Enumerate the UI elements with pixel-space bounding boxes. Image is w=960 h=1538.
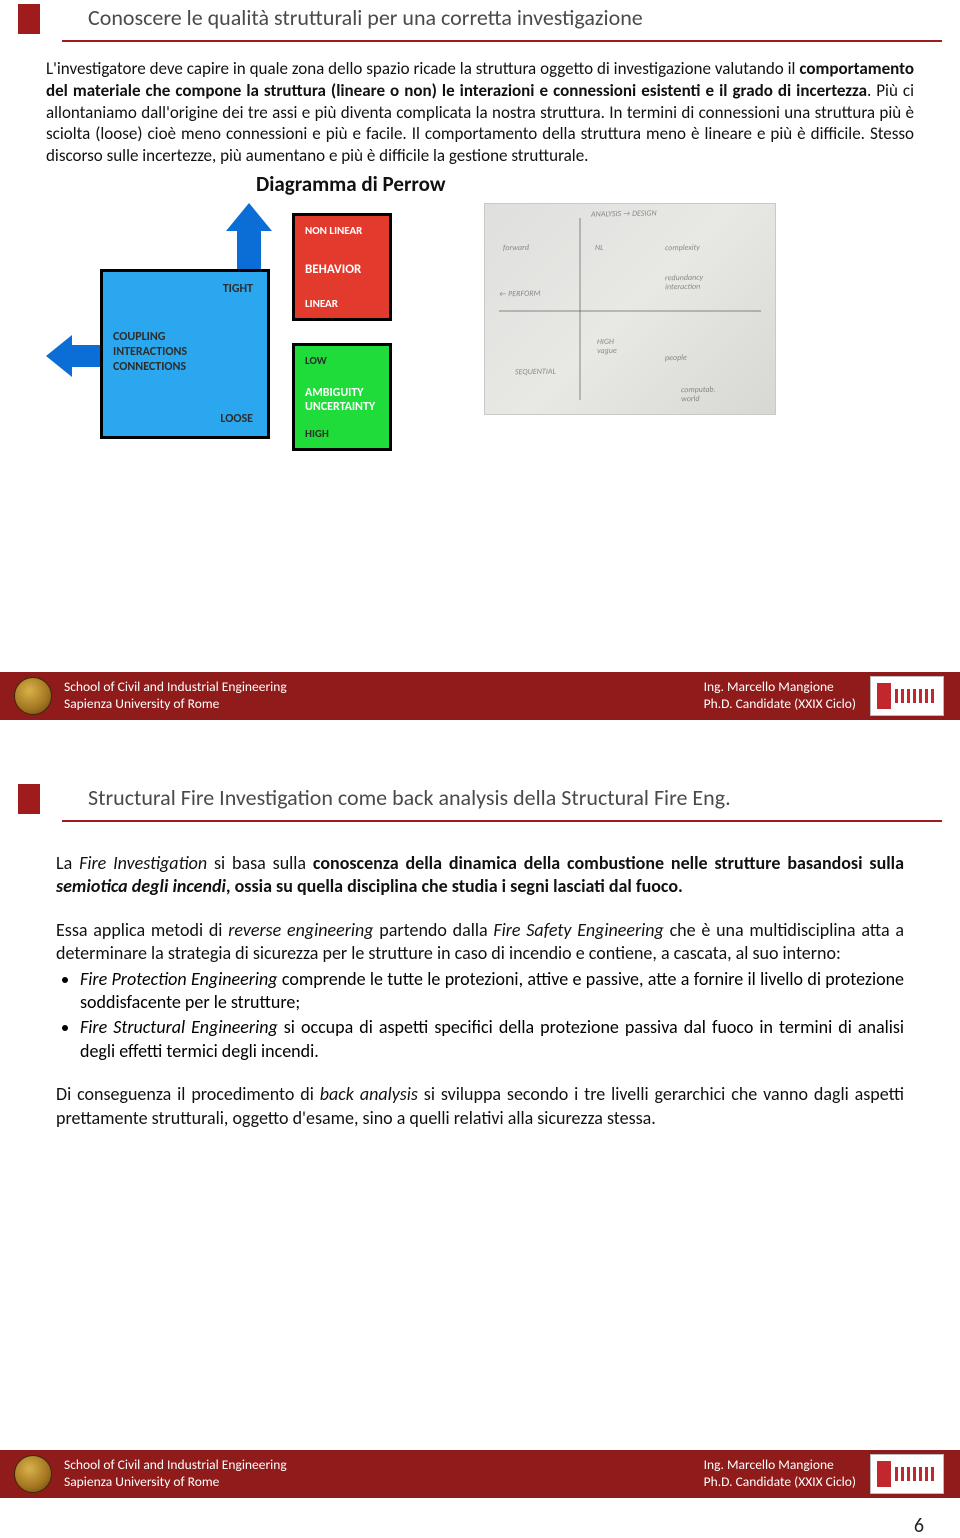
blue-loose: LOOSE bbox=[220, 412, 253, 426]
perrow-green-box: LOW AMBIGUITY UNCERTAINTY HIGH bbox=[292, 343, 392, 451]
slide2-p3: Di conseguenza il procedimento di back a… bbox=[56, 1083, 904, 1130]
red-nonlinear: NON LINEAR bbox=[305, 224, 362, 237]
perrow-diagram: TIGHT LOOSE COUPLING INTERACTIONS CONNEC… bbox=[46, 203, 466, 453]
page-number: 6 bbox=[914, 1514, 924, 1538]
green-mid: AMBIGUITY UNCERTAINTY bbox=[305, 386, 375, 415]
green-high: HIGH bbox=[305, 427, 329, 440]
slide2-p2: Essa applica metodi di reverse engineeri… bbox=[56, 919, 904, 966]
blue-tight: TIGHT bbox=[223, 282, 253, 296]
header-accent bbox=[18, 784, 40, 814]
whiteboard-sketch: ANALYSIS → DESIGN forward NL complexity … bbox=[484, 203, 776, 415]
slide1-title: Conoscere le qualità strutturali per una… bbox=[88, 4, 643, 31]
perrow-blue-box: TIGHT LOOSE COUPLING INTERACTIONS CONNEC… bbox=[100, 269, 270, 439]
arrow-up-icon bbox=[226, 203, 272, 273]
bullet-item: Fire Structural Engineering si occupa di… bbox=[80, 1016, 904, 1063]
footer-school: School of Civil and Industrial Engineeri… bbox=[64, 1457, 287, 1491]
slide2-content: La Fire Investigation si basa sulla cono… bbox=[0, 822, 960, 1130]
slide-2: Structural Fire Investigation come back … bbox=[0, 780, 960, 1498]
red-linear: LINEAR bbox=[305, 297, 338, 310]
slide1-footer: School of Civil and Industrial Engineeri… bbox=[0, 672, 960, 720]
sapienza-crest-icon bbox=[14, 1455, 52, 1493]
slide2-p1: La Fire Investigation si basa sulla cono… bbox=[56, 852, 904, 899]
sapienza-crest-icon bbox=[14, 677, 52, 715]
perrow-red-box: NON LINEAR BEHAVIOR LINEAR bbox=[292, 213, 392, 321]
slide-1: Conoscere le qualità strutturali per una… bbox=[0, 0, 960, 720]
perrow-title: Diagramma di Perrow bbox=[256, 171, 914, 197]
header-rule bbox=[62, 820, 942, 822]
footer-author: Ing. Marcello Mangione Ph.D. Candidate (… bbox=[704, 679, 856, 713]
slide2-title: Structural Fire Investigation come back … bbox=[88, 784, 731, 811]
blue-mid: COUPLING INTERACTIONS CONNECTIONS bbox=[113, 330, 187, 375]
green-low: LOW bbox=[305, 354, 327, 367]
footer-logo-icon bbox=[870, 676, 944, 716]
red-behavior: BEHAVIOR bbox=[305, 262, 361, 277]
slide1-content: L'investigatore deve capire in quale zon… bbox=[0, 42, 960, 453]
slide1-paragraph: L'investigatore deve capire in quale zon… bbox=[46, 58, 914, 167]
slide2-bullets: Fire Protection Engineering comprende le… bbox=[56, 968, 904, 1064]
footer-school: School of Civil and Industrial Engineeri… bbox=[64, 679, 287, 713]
footer-logo-icon bbox=[870, 1454, 944, 1494]
header-accent bbox=[18, 4, 40, 34]
header-rule bbox=[62, 40, 942, 42]
slide2-footer: School of Civil and Industrial Engineeri… bbox=[0, 1450, 960, 1498]
bullet-item: Fire Protection Engineering comprende le… bbox=[80, 968, 904, 1015]
diagram-row: TIGHT LOOSE COUPLING INTERACTIONS CONNEC… bbox=[46, 203, 914, 453]
slide2-header: Structural Fire Investigation come back … bbox=[18, 780, 942, 822]
footer-author: Ing. Marcello Mangione Ph.D. Candidate (… bbox=[704, 1457, 856, 1491]
slide1-header: Conoscere le qualità strutturali per una… bbox=[18, 0, 942, 42]
